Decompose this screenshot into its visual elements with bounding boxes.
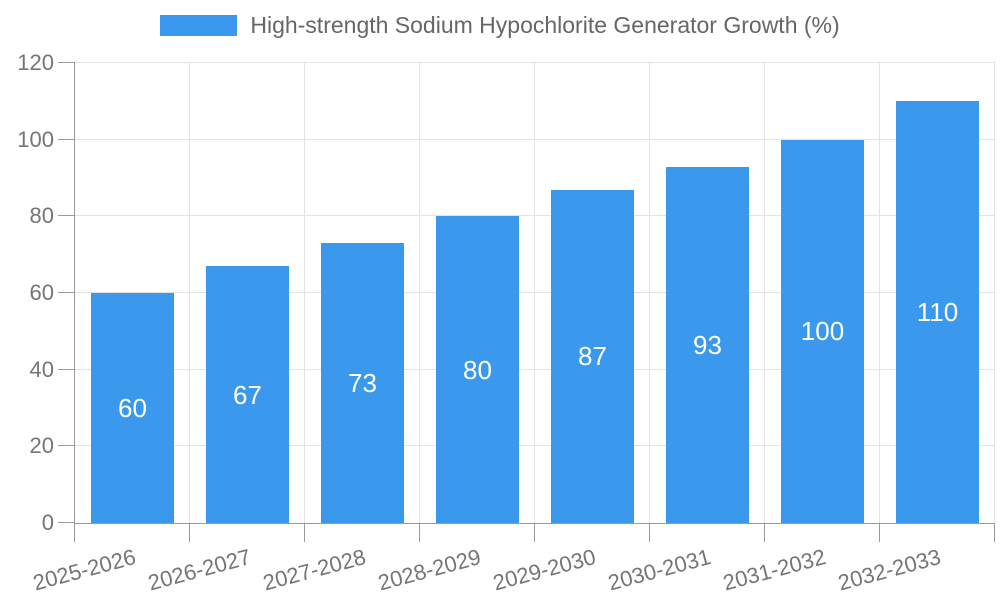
y-axis-tick xyxy=(58,62,75,63)
x-axis-line xyxy=(74,523,995,524)
bar[interactable] xyxy=(321,243,404,523)
x-axis-tick-label: 2031-2032 xyxy=(720,544,829,596)
y-axis-tick xyxy=(58,138,75,140)
bar-value-label: 80 xyxy=(463,354,492,385)
gridline-vertical xyxy=(994,63,995,523)
bar[interactable] xyxy=(666,166,749,523)
y-axis-tick-label: 100 xyxy=(17,126,54,152)
gridline-vertical xyxy=(534,63,535,523)
gridline-horizontal xyxy=(75,62,995,63)
x-axis-tick-label: 2030-2031 xyxy=(605,544,714,596)
gridline-horizontal xyxy=(75,215,995,217)
x-axis-tick-label: 2025-2026 xyxy=(30,544,139,596)
gridline-horizontal xyxy=(75,368,995,370)
gridline-vertical xyxy=(189,63,190,523)
gridline-horizontal xyxy=(75,445,995,447)
y-axis-tick xyxy=(58,215,75,217)
legend-color-swatch xyxy=(160,15,238,36)
x-axis-tick xyxy=(994,523,995,542)
y-axis-tick-label: 60 xyxy=(29,280,54,305)
x-axis-tick xyxy=(534,523,535,542)
x-axis-tick xyxy=(764,523,765,542)
bar-value-label: 87 xyxy=(578,341,607,372)
bar[interactable] xyxy=(91,293,174,523)
x-axis-tick-label: 2029-2030 xyxy=(490,544,599,596)
gridline-horizontal xyxy=(75,292,995,293)
y-axis-tick xyxy=(58,368,75,370)
x-axis-tick-label: 2028-2029 xyxy=(375,544,484,596)
bar[interactable] xyxy=(436,216,519,523)
gridline-vertical xyxy=(304,63,305,523)
x-axis-tick xyxy=(419,523,420,542)
bar[interactable] xyxy=(206,266,289,523)
gridline-horizontal xyxy=(75,138,995,140)
bar[interactable] xyxy=(551,189,634,523)
y-axis-tick-label: 80 xyxy=(29,203,54,229)
x-axis-tick xyxy=(304,523,305,542)
x-axis-tick-label: 2032-2033 xyxy=(835,544,944,596)
bar-value-label: 73 xyxy=(348,368,377,399)
bar[interactable] xyxy=(781,139,864,523)
y-axis-tick-label: 20 xyxy=(29,433,54,459)
legend: High-strength Sodium Hypochlorite Genera… xyxy=(0,12,1000,39)
bar[interactable] xyxy=(896,101,979,523)
bar-value-label: 93 xyxy=(693,329,722,360)
y-axis-tick-label: 120 xyxy=(17,50,54,75)
x-axis-tick xyxy=(189,523,190,542)
gridline-vertical xyxy=(419,63,420,523)
gridline-vertical xyxy=(649,63,650,523)
y-axis-tick xyxy=(58,522,75,523)
y-axis-tick-label: 40 xyxy=(29,356,54,382)
y-axis-tick xyxy=(58,445,75,447)
gridline-vertical xyxy=(879,63,880,523)
bar-value-label: 60 xyxy=(118,393,147,423)
y-axis-tick xyxy=(58,292,75,293)
gridline-vertical xyxy=(764,63,765,523)
x-axis-tick xyxy=(649,523,650,542)
x-axis-tick-label: 2027-2028 xyxy=(260,544,369,596)
y-axis-tick-label: 0 xyxy=(41,510,54,535)
y-axis-line xyxy=(74,63,75,542)
bar-value-label: 100 xyxy=(800,316,845,347)
bar-value-label: 110 xyxy=(916,297,959,328)
x-axis-tick xyxy=(879,523,880,542)
bar-value-label: 67 xyxy=(233,379,262,410)
x-axis-tick-label: 2026-2027 xyxy=(145,544,254,596)
legend-label: High-strength Sodium Hypochlorite Genera… xyxy=(250,12,840,38)
legend-item[interactable]: High-strength Sodium Hypochlorite Genera… xyxy=(160,12,840,39)
